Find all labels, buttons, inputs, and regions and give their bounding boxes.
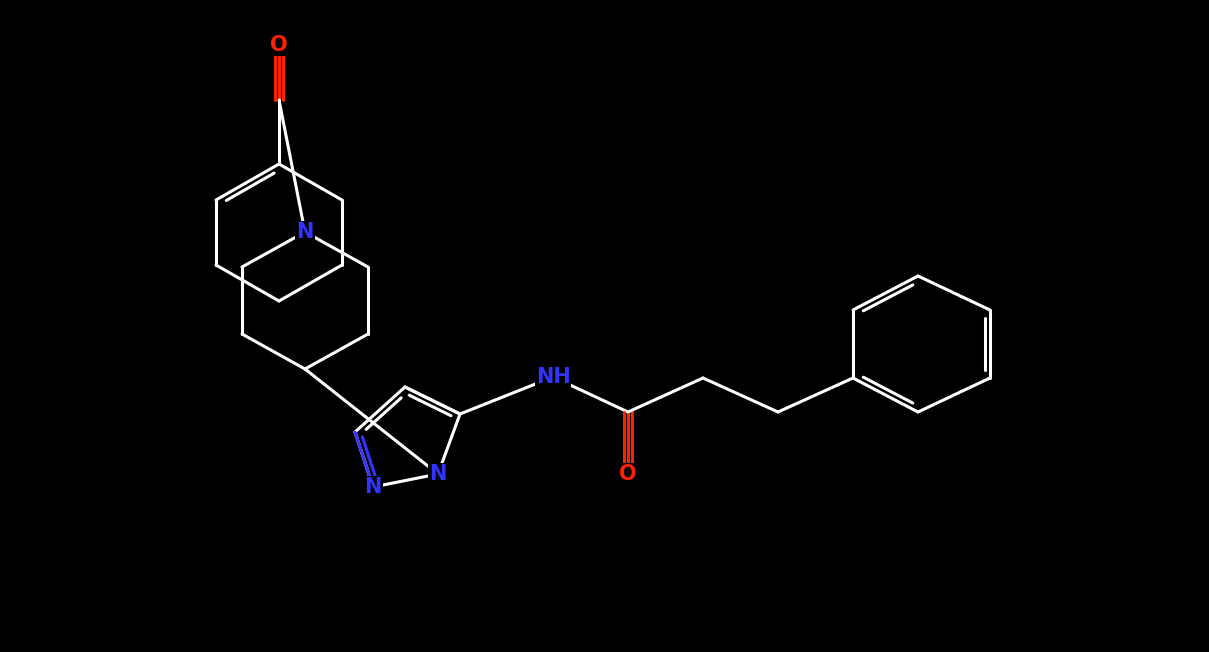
Text: O: O bbox=[270, 35, 288, 55]
Text: NH: NH bbox=[536, 367, 571, 387]
Text: N: N bbox=[429, 464, 446, 484]
Text: N: N bbox=[364, 477, 382, 497]
Text: N: N bbox=[296, 222, 313, 242]
Text: O: O bbox=[619, 464, 637, 484]
